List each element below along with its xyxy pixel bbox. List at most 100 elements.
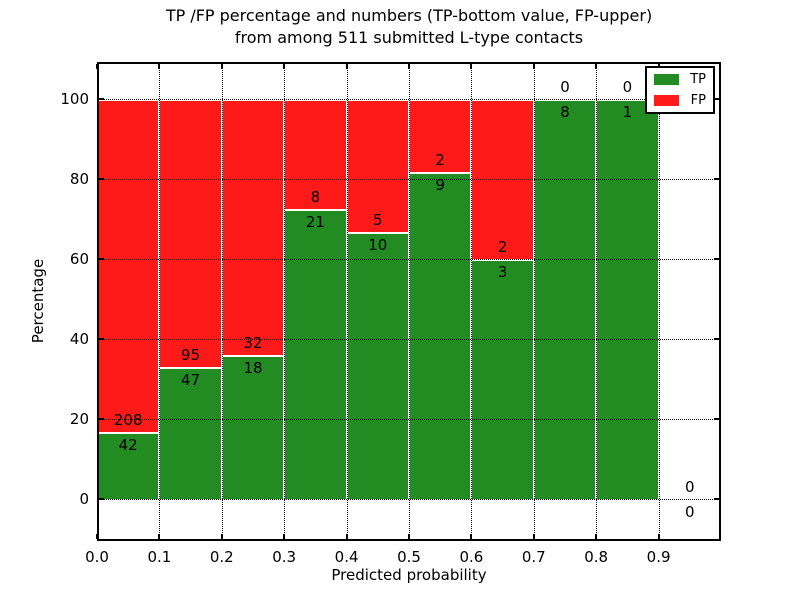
h-gridline bbox=[97, 259, 721, 260]
legend-item-fp: FP bbox=[654, 94, 706, 107]
fp-count-label: 5 bbox=[373, 211, 383, 230]
x-tick-top bbox=[470, 64, 473, 69]
y-tick-left bbox=[99, 258, 104, 260]
x-tick-label: 0.4 bbox=[334, 548, 359, 566]
x-tick-label: 0.1 bbox=[147, 548, 172, 566]
v-gridline bbox=[409, 62, 410, 541]
chart-title-line1: TP /FP percentage and numbers (TP-bottom… bbox=[165, 6, 653, 25]
v-gridline bbox=[596, 62, 598, 541]
legend-item-tp: TP bbox=[654, 73, 706, 86]
x-tick-label: 0.0 bbox=[85, 548, 109, 566]
v-gridline bbox=[221, 62, 223, 541]
x-tick-top bbox=[220, 64, 223, 69]
h-gridline bbox=[97, 339, 721, 340]
chart-title-line2: from among 511 submitted L-type contacts bbox=[234, 28, 584, 47]
x-tick-bottom bbox=[158, 534, 161, 539]
x-tick-bottom bbox=[470, 534, 473, 539]
x-tick-bottom bbox=[408, 534, 410, 539]
y-tick-label: 60 bbox=[69, 250, 89, 268]
tp-legend-swatch bbox=[654, 74, 679, 85]
fp-count-label: 0 bbox=[685, 478, 695, 496]
h-gridline bbox=[97, 499, 721, 500]
h-gridline bbox=[97, 419, 721, 420]
v-gridline bbox=[471, 62, 473, 541]
tp-count-label: 18 bbox=[243, 359, 263, 377]
y-tick-label: 0 bbox=[79, 490, 89, 508]
x-tick-bottom bbox=[283, 534, 286, 539]
legend: TP FP bbox=[645, 66, 715, 114]
fp-bar-segment bbox=[284, 99, 347, 210]
fp-count-label: 208 bbox=[113, 410, 143, 429]
tp-bar-segment bbox=[159, 366, 222, 499]
y-tick-right bbox=[714, 178, 719, 180]
y-tick-left bbox=[99, 498, 104, 500]
h-gridline bbox=[97, 99, 721, 100]
x-tick-label: 0.5 bbox=[397, 548, 421, 566]
fp-bar-segment bbox=[409, 99, 472, 172]
fp-count-label: 2 bbox=[497, 238, 508, 256]
y-tick-left bbox=[99, 338, 104, 340]
tp-bar-segment bbox=[221, 355, 285, 499]
tp-bar-segment bbox=[284, 209, 347, 499]
y-tick-label: 80 bbox=[69, 170, 89, 188]
fp-count-label: 0 bbox=[560, 78, 570, 96]
y-tick-left bbox=[99, 178, 104, 180]
fp-bar-segment bbox=[221, 99, 285, 355]
x-tick-bottom bbox=[532, 534, 535, 539]
y-axis-label: Percentage bbox=[29, 258, 47, 344]
tp-bar-segment bbox=[533, 99, 597, 499]
x-tick-top bbox=[408, 64, 410, 69]
y-tick-right bbox=[714, 338, 719, 340]
y-tick-left bbox=[99, 418, 104, 420]
tp-count-label: 47 bbox=[181, 370, 201, 389]
tp-count-label: 1 bbox=[622, 103, 633, 121]
x-tick-bottom bbox=[345, 534, 348, 539]
plot-frame bbox=[97, 62, 721, 541]
tp-count-label: 8 bbox=[560, 103, 570, 121]
y-tick-right bbox=[714, 498, 719, 500]
fp-count-label: 8 bbox=[310, 188, 321, 207]
x-tick-top bbox=[96, 64, 98, 69]
tp-count-label: 21 bbox=[305, 213, 325, 232]
tp-count-label: 3 bbox=[497, 263, 508, 281]
legend-label-tp: TP bbox=[690, 72, 706, 87]
y-tick-left bbox=[99, 98, 104, 100]
tp-count-label: 9 bbox=[435, 175, 445, 194]
x-tick-label: 0.8 bbox=[584, 548, 609, 566]
tp-count-label: 42 bbox=[118, 435, 138, 454]
x-tick-label: 0.6 bbox=[459, 548, 484, 566]
tp-count-label: 10 bbox=[368, 236, 388, 255]
x-tick-top bbox=[283, 64, 286, 69]
y-tick-right bbox=[714, 98, 719, 100]
v-gridline bbox=[658, 62, 660, 541]
x-tick-top bbox=[345, 64, 348, 69]
x-tick-label: 0.7 bbox=[521, 548, 546, 566]
x-tick-top bbox=[158, 64, 161, 69]
x-tick-top bbox=[532, 64, 535, 69]
h-gridline bbox=[97, 179, 721, 180]
tp-bar-segment bbox=[97, 431, 160, 499]
y-tick-label: 100 bbox=[60, 90, 89, 108]
x-tick-top bbox=[595, 64, 598, 69]
x-axis-label: Predicted probability bbox=[331, 566, 487, 584]
x-tick-label: 0.2 bbox=[209, 548, 234, 566]
y-tick-label: 40 bbox=[69, 330, 89, 348]
fp-count-label: 0 bbox=[622, 78, 633, 96]
x-tick-bottom bbox=[595, 534, 598, 539]
tp-bar-segment bbox=[596, 99, 659, 499]
v-gridline bbox=[159, 62, 161, 541]
y-tick-right bbox=[714, 258, 719, 260]
fp-count-label: 32 bbox=[243, 334, 263, 352]
y-tick-label: 20 bbox=[69, 410, 89, 428]
x-tick-label: 0.9 bbox=[646, 548, 671, 566]
v-gridline bbox=[284, 62, 286, 541]
v-gridline bbox=[533, 62, 535, 541]
legend-label-fp: FP bbox=[690, 93, 706, 108]
v-gridline bbox=[346, 62, 348, 541]
tp-bar-segment bbox=[409, 171, 472, 499]
x-tick-bottom bbox=[96, 534, 98, 539]
x-tick-bottom bbox=[220, 534, 223, 539]
fp-count-label: 2 bbox=[435, 150, 445, 169]
x-tick-bottom bbox=[657, 534, 660, 539]
